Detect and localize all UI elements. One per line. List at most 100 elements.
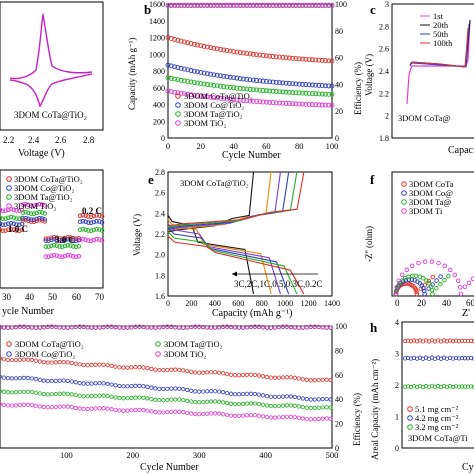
panel-g-efficiency-point: [201, 324, 206, 330]
panel-b-point: [316, 91, 322, 97]
panel-g-efficiency-point: [268, 325, 274, 330]
panel-d-point: [97, 227, 102, 232]
panel-g-efficiency-point: [125, 325, 130, 330]
panel-d-point: [26, 216, 31, 222]
panel-g-point: [117, 395, 122, 401]
panel-g-point: [33, 377, 38, 382]
panel-b-point: [286, 80, 292, 86]
panel-g-point: [308, 405, 313, 411]
panel-f-tail-point: [442, 277, 447, 283]
panel-g-efficiency-point: [185, 325, 190, 330]
panel-g-point: [260, 414, 266, 419]
panel-b-legend: 3DOM CoTa@TiO₂ 3DOM Co@TiO₂ 3DOM Ta@TiO₂…: [175, 91, 253, 128]
panel-d-point: [19, 227, 25, 233]
panel-g-point: [157, 410, 162, 415]
panel-b-point: [270, 79, 276, 85]
panel-b-point: [329, 91, 335, 97]
panel-g-point: [213, 399, 218, 404]
panel-g-efficiency-point: [280, 324, 285, 329]
panel-b-point: [270, 88, 276, 94]
panel-g-point: [217, 389, 222, 394]
panel-d-point: [43, 254, 49, 259]
panel-d-point: [83, 227, 88, 232]
panel-b-efficiency-point: [240, 2, 246, 8]
panel-b-point: [240, 76, 246, 82]
panel-g-point: [224, 401, 230, 406]
panel-g-point: [109, 407, 114, 412]
panel-g-point: [221, 390, 226, 395]
panel-g-efficiency-point: [256, 324, 262, 329]
panel-b-point: [319, 102, 325, 108]
panel-g-efficiency-point: [320, 325, 325, 330]
panel-b-point: [208, 94, 214, 100]
panel-g-xtick: 500: [326, 450, 339, 460]
panel-b-point: [296, 81, 302, 87]
panel-b-point: [181, 66, 187, 72]
panel-b-xtick: 100: [326, 141, 339, 151]
panel-f-legend-item: 3DOM Ta@: [409, 197, 451, 207]
panel-g-point: [324, 377, 329, 382]
panel-h-legend-marker: [407, 415, 413, 421]
panel-f-point: [416, 260, 421, 266]
panel-b-y2tick: 20: [335, 107, 343, 116]
panel-h-ytick: 4: [395, 318, 399, 327]
panel-g-efficiency-point: [228, 324, 234, 330]
panel-b-point: [303, 90, 309, 96]
panel-d-rate-label: 3.0 C: [55, 235, 75, 245]
panel-e-charge-curve: [167, 171, 305, 227]
panel-g-point: [300, 377, 305, 382]
panel-b-point: [277, 54, 282, 60]
panel-g-efficiency-point: [232, 325, 238, 330]
panel-g-point: [304, 416, 309, 422]
panel-d-point: [28, 211, 34, 216]
panel-g-point: [173, 367, 178, 372]
panel-f-point: [413, 287, 419, 293]
panel-h: h 0 1 2 3 4 Areal Capacity (mAh cm⁻²) 5.1 mg…: [370, 318, 474, 473]
panel-g-point: [153, 367, 158, 372]
panel-b-point: [280, 80, 286, 86]
panel-b-point: [273, 79, 279, 85]
panel-b-legend-marker: [175, 102, 181, 108]
panel-g-point: [33, 358, 38, 363]
panel-g-point: [89, 394, 94, 399]
panel-b-point: [326, 102, 332, 108]
panel-b-point: [306, 90, 312, 96]
panel-b-point: [211, 45, 217, 51]
panel-g-point: [5, 357, 11, 362]
panel-g-point: [153, 397, 158, 402]
panel-d-point: [19, 207, 25, 213]
panel-g-point: [260, 402, 266, 407]
panel-d-point: [73, 244, 79, 250]
panel-d-point: [31, 203, 37, 208]
panel-b-point: [231, 85, 237, 91]
panel-d-point: [46, 244, 51, 249]
panel-h-yticks: 0 1 2 3 4: [395, 318, 399, 453]
panel-g-point: [292, 394, 297, 400]
panel-h-legend-item: 3.2 mg cm⁻²: [415, 422, 459, 432]
panel-b-point: [260, 88, 266, 93]
panel-g-efficiency-point: [328, 325, 333, 330]
panel-e-xtick: 0: [166, 299, 170, 308]
panel-f-legend-marker: [401, 208, 407, 214]
panel-g-point: [256, 413, 262, 418]
panel-b-point: [257, 52, 263, 58]
panel-c-legend-item: 100th: [433, 38, 453, 48]
panel-d-legend-item: 3DOM CoTa@TiO₂: [14, 174, 83, 184]
panel-b-point: [283, 55, 289, 61]
panel-b-point: [293, 101, 299, 107]
panel-g-point: [117, 383, 122, 389]
panel-g-efficiency-point: [304, 325, 309, 330]
panel-b-point: [280, 100, 286, 106]
panel-g-legend-marker: [155, 351, 161, 357]
panel-g-efficiency-point: [49, 324, 54, 329]
panel-b-point: [244, 86, 250, 92]
panel-f-tail-point: [470, 276, 474, 281]
panel-d-point: [91, 213, 97, 219]
panel-b-ytick: 800: [153, 67, 165, 76]
panel-g-point: [217, 370, 222, 375]
panel-g-point: [121, 408, 126, 413]
panel-g-point: [105, 381, 110, 386]
panel-b-point: [322, 83, 328, 89]
panel-g-point: [193, 411, 198, 417]
panel-g-point: [252, 372, 258, 378]
